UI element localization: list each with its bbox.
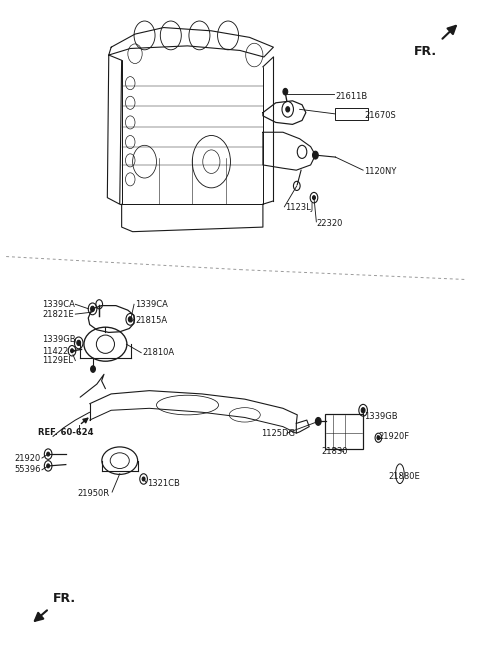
Circle shape xyxy=(128,317,132,322)
Text: REF. 60-624: REF. 60-624 xyxy=(37,428,93,437)
Text: FR.: FR. xyxy=(413,45,437,58)
Text: 21821E: 21821E xyxy=(42,309,73,319)
Text: 22320: 22320 xyxy=(316,219,343,229)
Text: 55396: 55396 xyxy=(15,465,41,474)
Text: 1129EL: 1129EL xyxy=(42,356,73,365)
Text: 21810A: 21810A xyxy=(142,348,174,357)
Circle shape xyxy=(315,417,321,425)
Text: 21950R: 21950R xyxy=(78,489,110,498)
Text: 21920F: 21920F xyxy=(378,432,409,441)
Circle shape xyxy=(71,349,73,353)
Text: 21670S: 21670S xyxy=(364,112,396,120)
Text: 1339GB: 1339GB xyxy=(42,335,75,344)
Text: 1120NY: 1120NY xyxy=(364,167,396,176)
Text: 21880E: 21880E xyxy=(388,472,420,481)
Circle shape xyxy=(91,366,96,373)
Circle shape xyxy=(142,477,145,481)
Circle shape xyxy=(312,196,315,200)
Text: 21611B: 21611B xyxy=(336,92,368,101)
Text: 21815A: 21815A xyxy=(135,316,167,325)
Text: 1125DG: 1125DG xyxy=(262,428,296,438)
Text: 1339CA: 1339CA xyxy=(42,300,75,309)
Circle shape xyxy=(283,89,288,95)
Circle shape xyxy=(47,464,49,468)
Circle shape xyxy=(286,106,289,112)
Circle shape xyxy=(312,151,318,159)
Text: 1339CA: 1339CA xyxy=(135,300,168,309)
Circle shape xyxy=(91,306,95,311)
Circle shape xyxy=(47,452,49,456)
Text: 1123LJ: 1123LJ xyxy=(285,203,313,212)
Circle shape xyxy=(361,407,365,413)
Text: 21830: 21830 xyxy=(321,447,348,456)
Circle shape xyxy=(377,436,380,440)
Text: 21920: 21920 xyxy=(15,453,41,463)
Text: 11422: 11422 xyxy=(42,347,68,356)
Circle shape xyxy=(77,340,81,346)
Text: 1321CB: 1321CB xyxy=(147,479,180,488)
Text: 1339GB: 1339GB xyxy=(364,413,398,421)
Text: FR.: FR. xyxy=(53,591,76,604)
